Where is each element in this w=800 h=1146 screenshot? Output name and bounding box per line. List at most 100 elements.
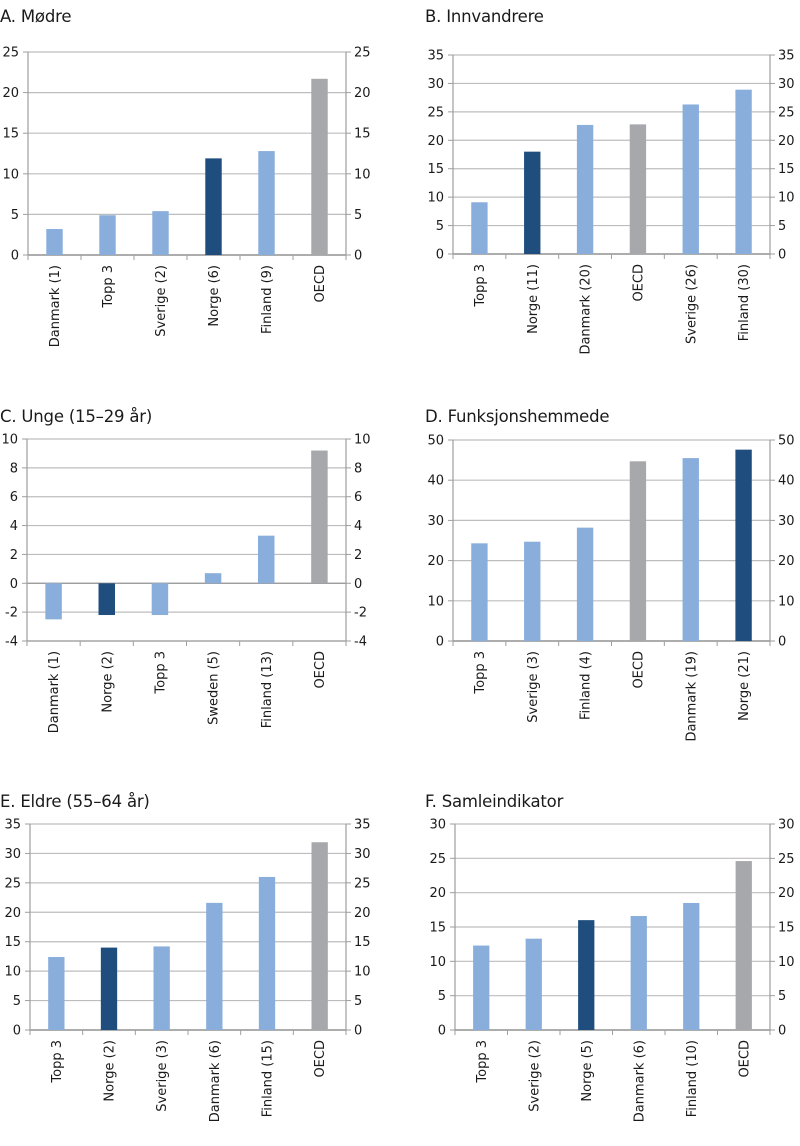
bar-chart-innvandrere: 0 0 5 5 10 10 15 15 20 20 25 25 30 30 35 35 Topp 3 Norge …	[427, 49, 795, 355]
y-tick-label-left: 30	[427, 514, 444, 529]
x-category-label: OECD	[313, 651, 328, 689]
x-category-label: Danmark (6)	[632, 1040, 647, 1122]
y-tick-label-right: -2	[354, 606, 367, 621]
x-category-label: Danmark (20)	[579, 264, 594, 355]
y-tick-label-right: 20	[354, 86, 371, 101]
y-tick-label-right: 25	[778, 852, 795, 867]
x-category-label: Norge (2)	[103, 1040, 118, 1102]
bar	[524, 151, 541, 254]
y-tick-label-left: 20	[2, 86, 19, 101]
chart-panel-unge: C. Unge (15–29 år) -4 -4 -2 -2 0 0 2 2 4 4 6 6 8 8 10 1…	[0, 385, 400, 761]
bar	[682, 104, 699, 254]
x-category-label: Norge (5)	[580, 1040, 595, 1102]
y-tick-label-left: 35	[427, 49, 444, 64]
y-tick-label-right: 20	[354, 906, 371, 921]
bar-chart-samleindikator: 0 0 5 5 10 10 15 15 20 20 25 25 30 30 Topp 3 Sverige (2…	[429, 818, 795, 1123]
x-category-label: Norge (21)	[737, 651, 752, 721]
y-tick-label-left: 15	[2, 127, 19, 142]
y-tick-label-left: 25	[427, 105, 444, 120]
bar	[576, 527, 594, 641]
y-tick-label-left: 0	[13, 1024, 21, 1039]
bar	[578, 920, 595, 1030]
bar	[311, 78, 328, 256]
x-category-label: Topp 3	[50, 1040, 65, 1084]
y-tick-label-right: 0	[778, 635, 786, 650]
y-tick-label-left: 40	[427, 474, 444, 489]
y-tick-label-right: 25	[354, 876, 371, 891]
y-tick-label-right: 30	[778, 514, 795, 529]
y-tick-label-right: 40	[778, 474, 795, 489]
y-tick-label-right: 0	[778, 248, 786, 263]
y-tick-label-left: 10	[427, 594, 444, 609]
y-tick-label-right: -4	[354, 635, 367, 650]
y-tick-label-right: 0	[354, 577, 362, 592]
x-category-label: Topp 3	[473, 651, 488, 695]
bar	[153, 946, 170, 1030]
x-category-label: Finland (13)	[260, 651, 275, 728]
chart-title: D. Funksjonshemmede	[425, 407, 610, 426]
x-category-label: Sverige (3)	[155, 1040, 170, 1112]
y-tick-label-left: 0	[436, 248, 444, 263]
bar	[629, 124, 647, 254]
y-tick-label-left: 2	[10, 548, 18, 563]
bar	[471, 543, 488, 641]
y-tick-label-right: 0	[354, 249, 362, 264]
y-tick-label-right: 5	[778, 219, 786, 234]
bar-chart-unge: -4 -4 -2 -2 0 0 2 2 4 4 6 6 8 8 10 10 Danmark (1) Norge (…	[1, 433, 371, 734]
y-tick-label-left: 5	[436, 219, 444, 234]
y-tick-label-left: 5	[11, 208, 19, 223]
bar	[524, 541, 541, 641]
x-category-label: Sverige (2)	[527, 1040, 542, 1112]
y-tick-label-left: 0	[438, 1024, 446, 1039]
chart-panel-samleindikator: F. Samleindikator 0 0 5 5 10 10 15 15 20 20 25 25 30…	[400, 770, 800, 1146]
y-tick-label-right: 15	[354, 935, 371, 950]
bar	[152, 211, 169, 255]
y-tick-label-left: 20	[427, 134, 444, 149]
y-tick-label-left: 6	[10, 490, 18, 505]
y-tick-label-left: 10	[4, 965, 21, 980]
bar	[735, 89, 752, 254]
y-tick-label-left: 35	[4, 818, 21, 833]
y-tick-label-right: 10	[778, 955, 795, 970]
y-tick-label-right: 5	[354, 994, 362, 1009]
bar	[205, 158, 222, 255]
bar	[630, 916, 647, 1030]
y-tick-label-left: 8	[10, 461, 18, 476]
bar	[48, 957, 65, 1030]
y-tick-label-right: 15	[354, 127, 371, 142]
y-tick-label-right: 10	[354, 167, 371, 182]
x-category-label: Norge (6)	[207, 265, 222, 327]
y-tick-label-right: 30	[354, 847, 371, 862]
bar	[525, 938, 542, 1030]
y-tick-label-left: 15	[4, 935, 21, 950]
y-tick-label-left: 10	[2, 167, 19, 182]
y-tick-label-left: 15	[427, 162, 444, 177]
y-tick-label-left: 0	[10, 577, 18, 592]
x-category-label: Sweden (5)	[207, 651, 222, 725]
y-tick-label-right: 30	[778, 77, 795, 92]
x-category-label: Norge (2)	[100, 651, 115, 713]
y-tick-label-left: 10	[1, 433, 18, 448]
x-category-label: Danmark (1)	[47, 651, 62, 733]
y-tick-label-right: 10	[354, 433, 371, 448]
y-tick-label-left: 15	[429, 921, 446, 936]
y-tick-label-right: 4	[354, 519, 362, 534]
x-category-label: OECD	[631, 264, 646, 302]
chart-title: B. Innvandrere	[425, 7, 544, 26]
y-tick-label-right: 2	[354, 548, 362, 563]
x-category-label: Sverige (3)	[526, 651, 541, 723]
bar	[735, 449, 752, 641]
x-category-label: Danmark (19)	[684, 651, 699, 742]
y-tick-label-right: 5	[778, 989, 786, 1004]
x-category-label: OECD	[313, 265, 328, 303]
chart-title: F. Samleindikator	[425, 792, 564, 811]
y-tick-label-right: 20	[778, 554, 795, 569]
x-category-label: Finland (10)	[685, 1040, 700, 1117]
x-category-label: Topp 3	[101, 265, 116, 309]
y-tick-label-left: 50	[427, 434, 444, 449]
y-tick-label-left: 30	[427, 77, 444, 92]
x-category-label: OECD	[313, 1040, 328, 1078]
y-tick-label-left: 0	[11, 249, 19, 264]
chart-title: E. Eldre (55–64 år)	[0, 792, 150, 811]
chart-panel-innvandrere: B. Innvandrere 0 0 5 5 10 10 15 15 20 20 25 25 30 30 3…	[400, 0, 800, 376]
